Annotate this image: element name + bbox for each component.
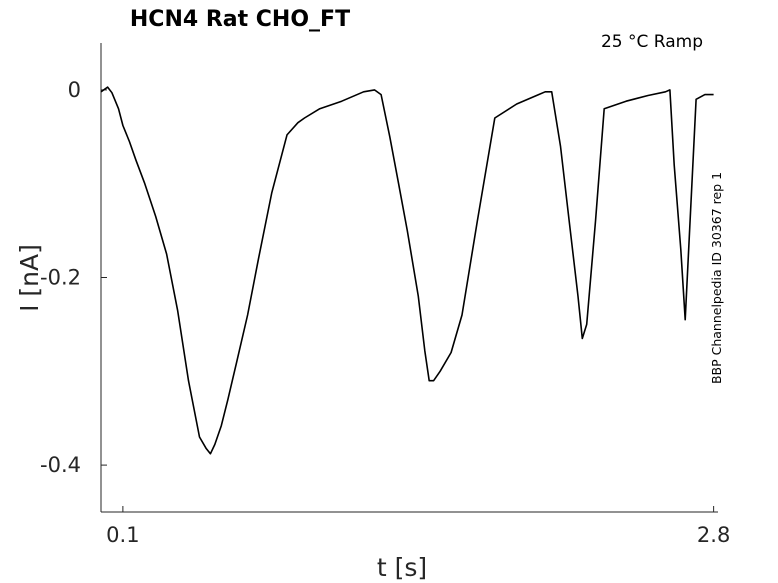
x-ticks: 0.1 2.8 xyxy=(106,506,730,547)
y-tick-label: 0 xyxy=(68,78,81,102)
x-axis-label: t [s] xyxy=(377,553,427,582)
source-label: BBP Channelpedia ID 30367 rep 1 xyxy=(709,172,724,384)
y-ticks: 0 -0.2 -0.4 xyxy=(40,78,107,477)
chart-subtitle: 25 °C Ramp xyxy=(601,32,703,52)
y-axis-label: I [nA] xyxy=(15,244,44,312)
x-tick-label: 2.8 xyxy=(697,523,730,547)
y-tick-label: -0.2 xyxy=(40,266,81,290)
y-tick-label: -0.4 xyxy=(40,453,81,477)
x-tick-label: 0.1 xyxy=(106,523,139,547)
series-line xyxy=(100,86,714,455)
chart-title: HCN4 Rat CHO_FT xyxy=(130,7,350,32)
